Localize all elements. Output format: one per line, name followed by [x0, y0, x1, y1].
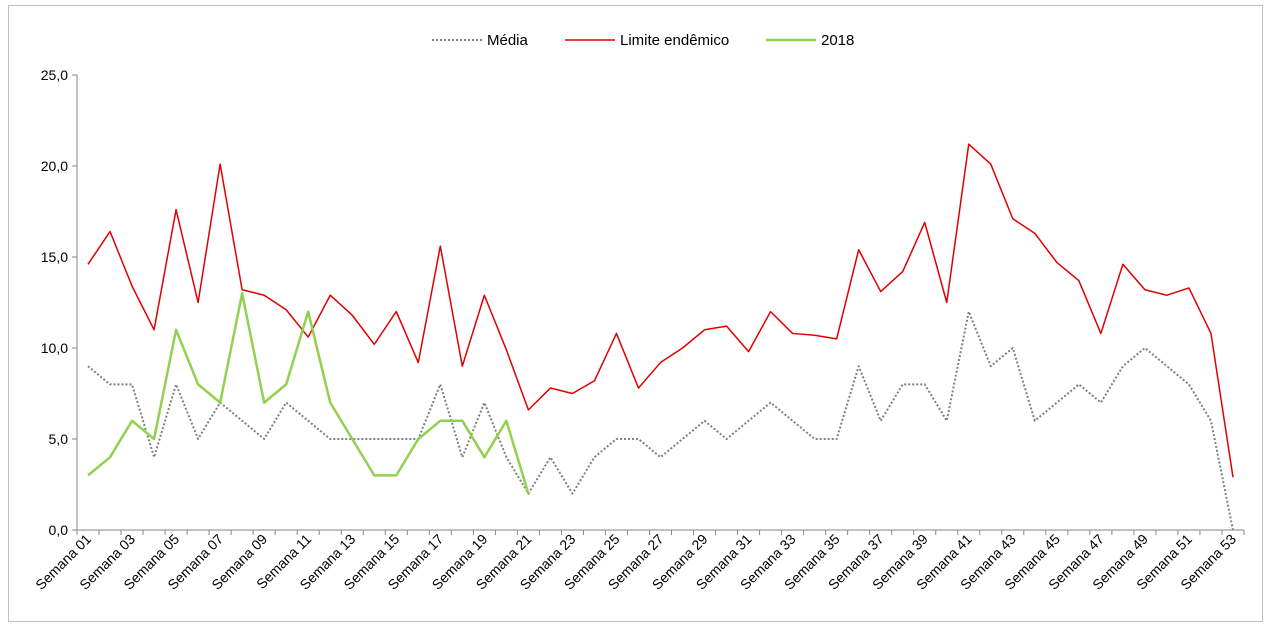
y-tick-label: 25,0	[41, 67, 68, 83]
series-line-0	[87, 310, 1234, 531]
legend-label-0: Média	[487, 32, 529, 49]
y-tick-label: 15,0	[41, 249, 68, 265]
y-tick-label: 20,0	[41, 158, 68, 174]
y-tick-label: 5,0	[49, 431, 69, 447]
chart-frame	[8, 5, 1263, 622]
series-line-1	[87, 143, 1234, 478]
plot-lines	[87, 143, 1234, 531]
y-tick-label: 10,0	[41, 340, 68, 356]
legend-label-1: Limite endêmico	[620, 32, 729, 49]
series-line-2	[87, 292, 530, 494]
y-tick-label: 0,0	[49, 522, 69, 538]
y-axis: 0,0 5,0 10,0 15,0 20,0 25,0	[41, 67, 78, 538]
legend: Média Limite endêmico 2018	[432, 32, 854, 49]
legend-label-2: 2018	[821, 32, 854, 49]
